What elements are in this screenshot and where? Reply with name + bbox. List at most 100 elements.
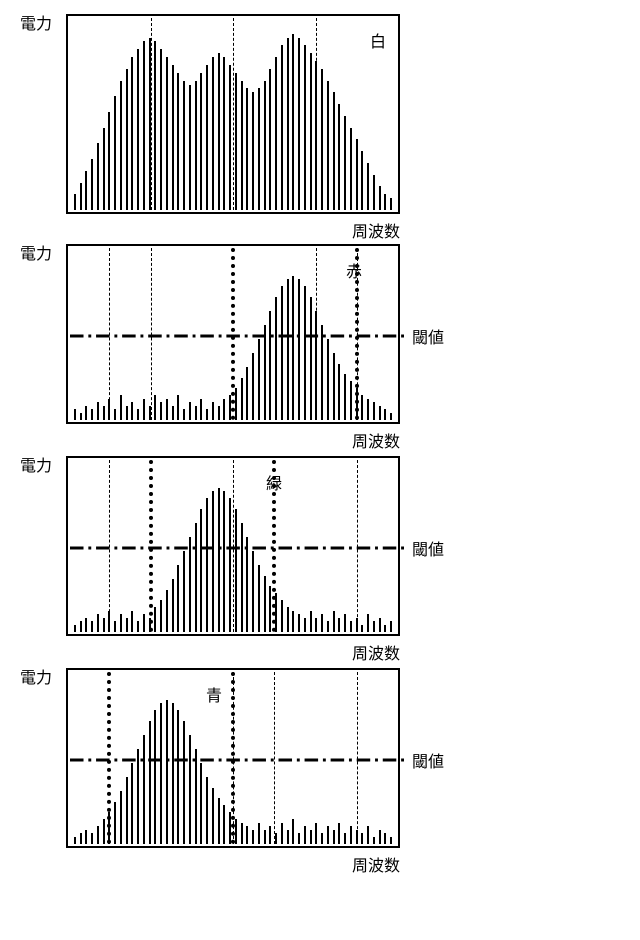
bar [246, 826, 248, 844]
bar [287, 279, 289, 420]
bar [264, 830, 266, 844]
bar [338, 823, 340, 844]
bar [183, 721, 185, 844]
plot-box: 青 [66, 668, 400, 848]
bar [74, 409, 76, 420]
bar [149, 618, 151, 632]
bar [166, 57, 168, 210]
bar [373, 621, 375, 632]
bar [258, 565, 260, 632]
bar [223, 805, 225, 844]
bar [143, 735, 145, 844]
threshold-label: 閾値 [412, 536, 444, 560]
bar [264, 576, 266, 632]
x-axis-label: 周波数 [352, 428, 400, 452]
bar [241, 523, 243, 632]
bar [80, 413, 82, 420]
bar [103, 618, 105, 632]
bar [154, 41, 156, 210]
bar [97, 826, 99, 844]
bar [315, 311, 317, 420]
bar [281, 823, 283, 844]
bar [315, 618, 317, 632]
bar [177, 710, 179, 844]
bar [258, 823, 260, 844]
bar [74, 837, 76, 844]
bar [131, 611, 133, 632]
bar [91, 621, 93, 632]
bar [333, 353, 335, 420]
bar [103, 406, 105, 420]
bar [321, 325, 323, 420]
bar [235, 509, 237, 632]
bar [108, 611, 110, 632]
bar [126, 69, 128, 210]
panel-green: 電力緑閾値周波数 [20, 452, 480, 662]
bar [85, 830, 87, 844]
bar [223, 57, 225, 210]
series-label: 白 [370, 28, 386, 52]
bar [85, 618, 87, 632]
bar [252, 551, 254, 632]
x-axis-label: 周波数 [352, 640, 400, 664]
bar [218, 406, 220, 420]
bar [97, 402, 99, 420]
bar [333, 830, 335, 844]
bar [287, 830, 289, 844]
bar [160, 49, 162, 210]
bar [189, 537, 191, 632]
bar [177, 395, 179, 420]
plot-box: 赤 [66, 244, 400, 424]
bar [195, 81, 197, 210]
x-axis-label: 周波数 [352, 852, 400, 876]
bar [327, 621, 329, 632]
bar [264, 81, 266, 210]
bar [126, 406, 128, 420]
bar [373, 837, 375, 844]
series-label: 緑 [266, 470, 282, 494]
bar [137, 621, 139, 632]
bar [137, 49, 139, 210]
series-label: 赤 [346, 258, 362, 282]
bar [143, 399, 145, 420]
bar [258, 339, 260, 420]
bar [356, 830, 358, 844]
bar [172, 406, 174, 420]
bar [333, 611, 335, 632]
bar [246, 88, 248, 210]
bar [344, 833, 346, 844]
bar [108, 112, 110, 210]
bar [166, 399, 168, 420]
bar [114, 409, 116, 420]
bar [218, 53, 220, 210]
bar [223, 491, 225, 632]
bar [379, 830, 381, 844]
bar [143, 614, 145, 632]
bar [91, 409, 93, 420]
bar [361, 151, 363, 210]
bar [310, 611, 312, 632]
y-axis-label: 電力 [20, 10, 52, 34]
bar [379, 186, 381, 210]
bar [183, 81, 185, 210]
bar [241, 823, 243, 844]
bar [74, 625, 76, 632]
bar [195, 749, 197, 844]
bar [172, 703, 174, 844]
bar [338, 364, 340, 420]
bar [304, 286, 306, 420]
bar [91, 159, 93, 210]
bar [160, 402, 162, 420]
bar [160, 600, 162, 632]
bar [200, 509, 202, 632]
bar [327, 826, 329, 844]
bar [367, 163, 369, 210]
bar [212, 402, 214, 420]
bar [166, 700, 168, 844]
bar [218, 488, 220, 632]
bar [298, 279, 300, 420]
bar [315, 61, 317, 210]
bar [149, 38, 151, 210]
bar [327, 81, 329, 210]
bar [321, 833, 323, 844]
